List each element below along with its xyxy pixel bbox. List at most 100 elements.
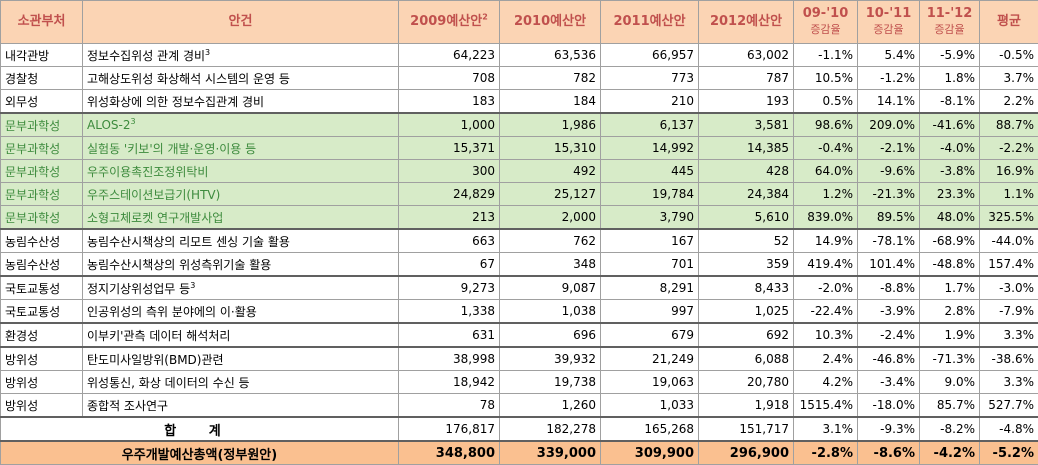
item-cell: 우주이용촉진조정위탁비 [83, 160, 399, 183]
total-row-label: 합 계 [1, 417, 399, 441]
value-2011-cell: 14,992 [601, 137, 699, 160]
ministry-cell: 국토교통성 [1, 300, 83, 324]
value-2011-cell: 19,063 [601, 371, 699, 394]
value-2011-cell: 679 [601, 323, 699, 347]
header-2010: 2010예산안 [500, 1, 601, 44]
value-2010-cell: 39,932 [500, 347, 601, 371]
value-2009-cell: 708 [399, 67, 500, 90]
change-1112-cell: -5.9% [920, 44, 980, 67]
ministry-cell: 경찰청 [1, 67, 83, 90]
value-2011-cell: 21,249 [601, 347, 699, 371]
value-2010-cell: 696 [500, 323, 601, 347]
total-row-v2010-cell: 182,278 [500, 417, 601, 441]
change-1112-cell: 23.3% [920, 183, 980, 206]
change-1011-cell: 101.4% [858, 253, 920, 277]
change-1011-cell: -46.8% [858, 347, 920, 371]
value-2012-cell: 1,025 [699, 300, 794, 324]
footnote-marker: 3 [205, 48, 210, 57]
ministry-cell: 방위성 [1, 347, 83, 371]
ministry-cell: 외무성 [1, 90, 83, 114]
change-1112-cell: 1.7% [920, 276, 980, 300]
value-2009-cell: 64,223 [399, 44, 500, 67]
average-cell: -0.5% [980, 44, 1038, 67]
change-1112-cell: -4.0% [920, 137, 980, 160]
item-cell: 농림수산시책상의 리모트 센싱 기술 활용 [83, 229, 399, 253]
value-2012-cell: 52 [699, 229, 794, 253]
grand-total-row-avg-cell: -5.2% [980, 441, 1038, 465]
value-2011-cell: 66,957 [601, 44, 699, 67]
value-2010-cell: 25,127 [500, 183, 601, 206]
value-2011-cell: 19,784 [601, 183, 699, 206]
change-0910-cell: 0.5% [794, 90, 858, 114]
value-2011-cell: 6,137 [601, 113, 699, 137]
value-2009-cell: 631 [399, 323, 500, 347]
item-cell: 농림수산시책상의 위성측위기술 활용 [83, 253, 399, 277]
value-2011-cell: 997 [601, 300, 699, 324]
change-0910-cell: -0.4% [794, 137, 858, 160]
average-cell: 16.9% [980, 160, 1038, 183]
value-2010-cell: 1,038 [500, 300, 601, 324]
value-2010-cell: 348 [500, 253, 601, 277]
item-cell: 실험동 '키보'의 개발·운영·이용 등 [83, 137, 399, 160]
change-1011-cell: -2.4% [858, 323, 920, 347]
change-1011-cell: -9.6% [858, 160, 920, 183]
change-1112-cell: 48.0% [920, 206, 980, 230]
value-2010-cell: 63,536 [500, 44, 601, 67]
change-1112-cell: 1.8% [920, 67, 980, 90]
value-2010-cell: 762 [500, 229, 601, 253]
item-cell: ALOS-23 [83, 113, 399, 137]
value-2010-cell: 1,260 [500, 394, 601, 418]
grand-total-row-v2009-cell: 348,800 [399, 441, 500, 465]
value-2012-cell: 63,002 [699, 44, 794, 67]
change-1011-cell: 209.0% [858, 113, 920, 137]
ministry-cell: 문부과학성 [1, 113, 83, 137]
change-0910-cell: -2.0% [794, 276, 858, 300]
value-2012-cell: 6,088 [699, 347, 794, 371]
item-cell: 인공위성의 측위 분야에의 이·활용 [83, 300, 399, 324]
average-cell: -2.2% [980, 137, 1038, 160]
change-1112-cell: -3.8% [920, 160, 980, 183]
average-cell: 2.2% [980, 90, 1038, 114]
change-0910-cell: 98.6% [794, 113, 858, 137]
value-2010-cell: 15,310 [500, 137, 601, 160]
change-1112-cell: 1.9% [920, 323, 980, 347]
value-2009-cell: 18,942 [399, 371, 500, 394]
item-cell: 정지기상위성업무 등3 [83, 276, 399, 300]
ministry-cell: 문부과학성 [1, 137, 83, 160]
change-1112-cell: -48.8% [920, 253, 980, 277]
header-row: 소관부처 안건 2009예산안2 2010예산안 2011예산안 2012예산안… [1, 1, 1038, 44]
change-1112-cell: 9.0% [920, 371, 980, 394]
value-2011-cell: 445 [601, 160, 699, 183]
average-cell: -3.0% [980, 276, 1038, 300]
change-1011-cell: -18.0% [858, 394, 920, 418]
change-1011-cell: -78.1% [858, 229, 920, 253]
value-2009-cell: 9,273 [399, 276, 500, 300]
value-2009-cell: 183 [399, 90, 500, 114]
value-2012-cell: 692 [699, 323, 794, 347]
value-2011-cell: 1,033 [601, 394, 699, 418]
value-2010-cell: 782 [500, 67, 601, 90]
ministry-cell: 문부과학성 [1, 206, 83, 230]
footnote-marker: 3 [131, 117, 136, 126]
change-1011-cell: -1.2% [858, 67, 920, 90]
item-cell: 위성통신, 화상 데이터의 수신 등 [83, 371, 399, 394]
value-2009-cell: 1,338 [399, 300, 500, 324]
grand-total-row-c1112-cell: -4.2% [920, 441, 980, 465]
total-row-c0910-cell: 3.1% [794, 417, 858, 441]
average-cell: 88.7% [980, 113, 1038, 137]
